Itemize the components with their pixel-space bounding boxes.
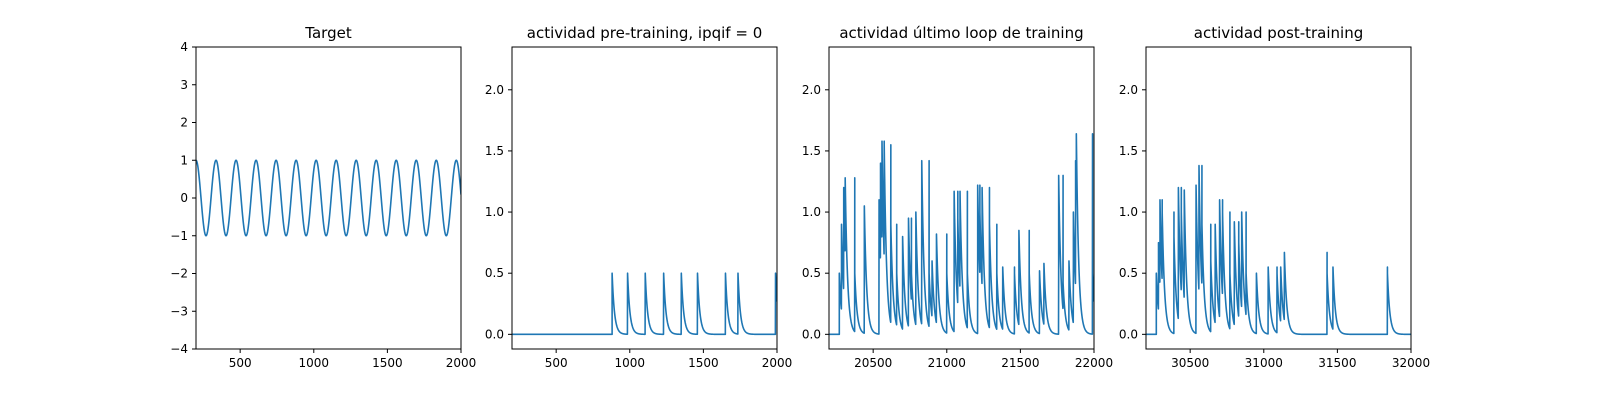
x-tick-label: 500 (545, 356, 568, 370)
x-tick-label: 1000 (615, 356, 646, 370)
y-tick-label: 4 (180, 40, 188, 54)
x-tick-label: 2000 (762, 356, 793, 370)
x-tick-label: 2000 (446, 356, 477, 370)
x-tick-label: 21000 (928, 356, 966, 370)
y-tick-label: 2 (180, 116, 188, 130)
y-tick-label: 0.0 (485, 327, 504, 341)
y-tick-label: 3 (180, 78, 188, 92)
y-tick-label: 0.0 (1119, 327, 1138, 341)
subplot-title: actividad post-training (1194, 24, 1363, 42)
y-tick-label: 1.0 (485, 205, 504, 219)
y-tick-label: 1.5 (802, 144, 821, 158)
y-tick-label: −4 (170, 342, 188, 356)
y-tick-label: 0.5 (485, 266, 504, 280)
y-tick-label: 0 (180, 191, 188, 205)
x-tick-label: 31000 (1245, 356, 1283, 370)
x-tick-label: 1000 (299, 356, 330, 370)
series-line (1146, 164, 1411, 336)
y-tick-label: 1.0 (1119, 205, 1138, 219)
x-tick-label: 21500 (1001, 356, 1039, 370)
y-tick-label: −3 (170, 304, 188, 318)
x-tick-label: 500 (229, 356, 252, 370)
y-tick-label: 1 (180, 153, 188, 167)
y-tick-label: 0.5 (1119, 266, 1138, 280)
x-tick-label: 22000 (1075, 356, 1113, 370)
axes-frame (1145, 46, 1412, 350)
x-tick-label: 32000 (1392, 356, 1430, 370)
y-tick-label: 1.0 (802, 205, 821, 219)
y-tick-label: 2.0 (1119, 83, 1138, 97)
y-tick-label: 0.0 (802, 327, 821, 341)
y-tick-label: −1 (170, 229, 188, 243)
axes-frame (511, 46, 778, 350)
x-tick-label: 30500 (1171, 356, 1209, 370)
x-tick-label: 31500 (1318, 356, 1356, 370)
y-tick-label: 0.5 (802, 266, 821, 280)
y-tick-label: 2.0 (485, 83, 504, 97)
y-tick-label: 2.0 (802, 83, 821, 97)
subplot-title: actividad último loop de training (839, 24, 1083, 42)
x-tick-label: 20500 (854, 356, 892, 370)
x-tick-label: 1500 (372, 356, 403, 370)
axes-frame (828, 46, 1095, 350)
subplot-title: Target (304, 24, 352, 42)
subplot-3: actividad último loop de training 20500 21… (802, 24, 1113, 370)
series-line (512, 272, 777, 336)
subplot-4: actividad post-training 30500 31000 31500 32… (1119, 24, 1430, 370)
y-tick-label: −2 (170, 267, 188, 281)
y-tick-label: 1.5 (1119, 144, 1138, 158)
subplot-title: actividad pre-training, ipqif = 0 (527, 24, 763, 42)
series-line (196, 159, 461, 237)
subplot-2: actividad pre-training, ipqif = 0 500 1000… (485, 24, 792, 370)
x-tick-label: 1500 (688, 356, 719, 370)
y-tick-label: 1.5 (485, 144, 504, 158)
subplot-1: Target 500 1000 1500 2000 −4 −3 −2 −1 0 1 2 3 4 (170, 24, 476, 370)
series-line (829, 133, 1094, 336)
